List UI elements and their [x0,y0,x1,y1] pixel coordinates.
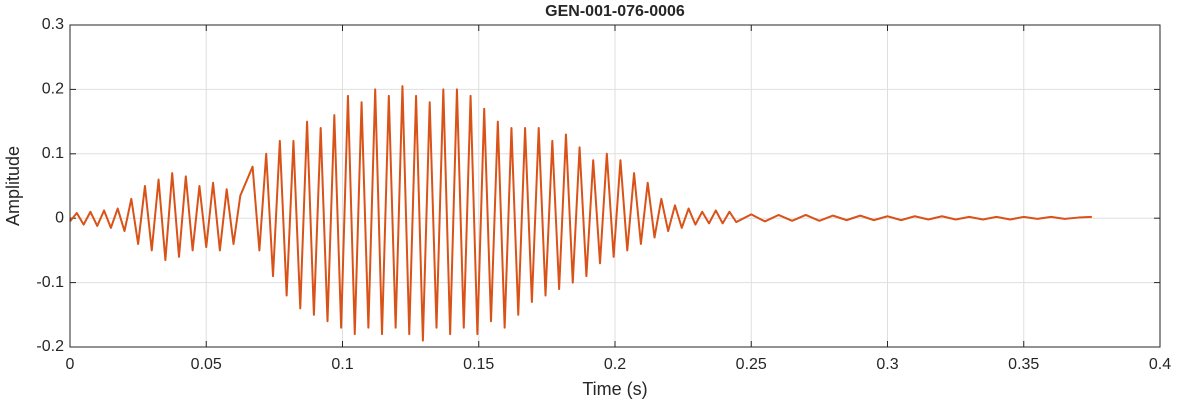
x-tick-label: 0.3 [876,356,898,373]
y-tick-label: 0.2 [42,81,64,98]
axes-box [69,24,1161,348]
y-tick-label: 0 [55,209,64,226]
x-tick-label: 0.15 [463,356,494,373]
x-tick-label: 0.05 [191,356,222,373]
x-tick-label: 0.2 [604,356,626,373]
x-tick-label: 0.4 [1149,356,1171,373]
x-tick-label: 0.35 [1008,356,1039,373]
y-tick-label: 0.1 [42,145,64,162]
y-tick-label: 0.3 [42,16,64,33]
chart-title: GEN-001-076-0006 [545,3,685,20]
x-tick-label: 0.1 [331,356,353,373]
y-axis-label: Amplitude [3,146,23,226]
y-tick-label: -0.2 [36,338,64,355]
y-tick-label: -0.1 [36,274,64,291]
waveform-line [69,85,1092,342]
x-axis-label: Time (s) [582,379,647,399]
x-tick-label: 0 [66,356,75,373]
x-tick-label: 0.25 [736,356,767,373]
